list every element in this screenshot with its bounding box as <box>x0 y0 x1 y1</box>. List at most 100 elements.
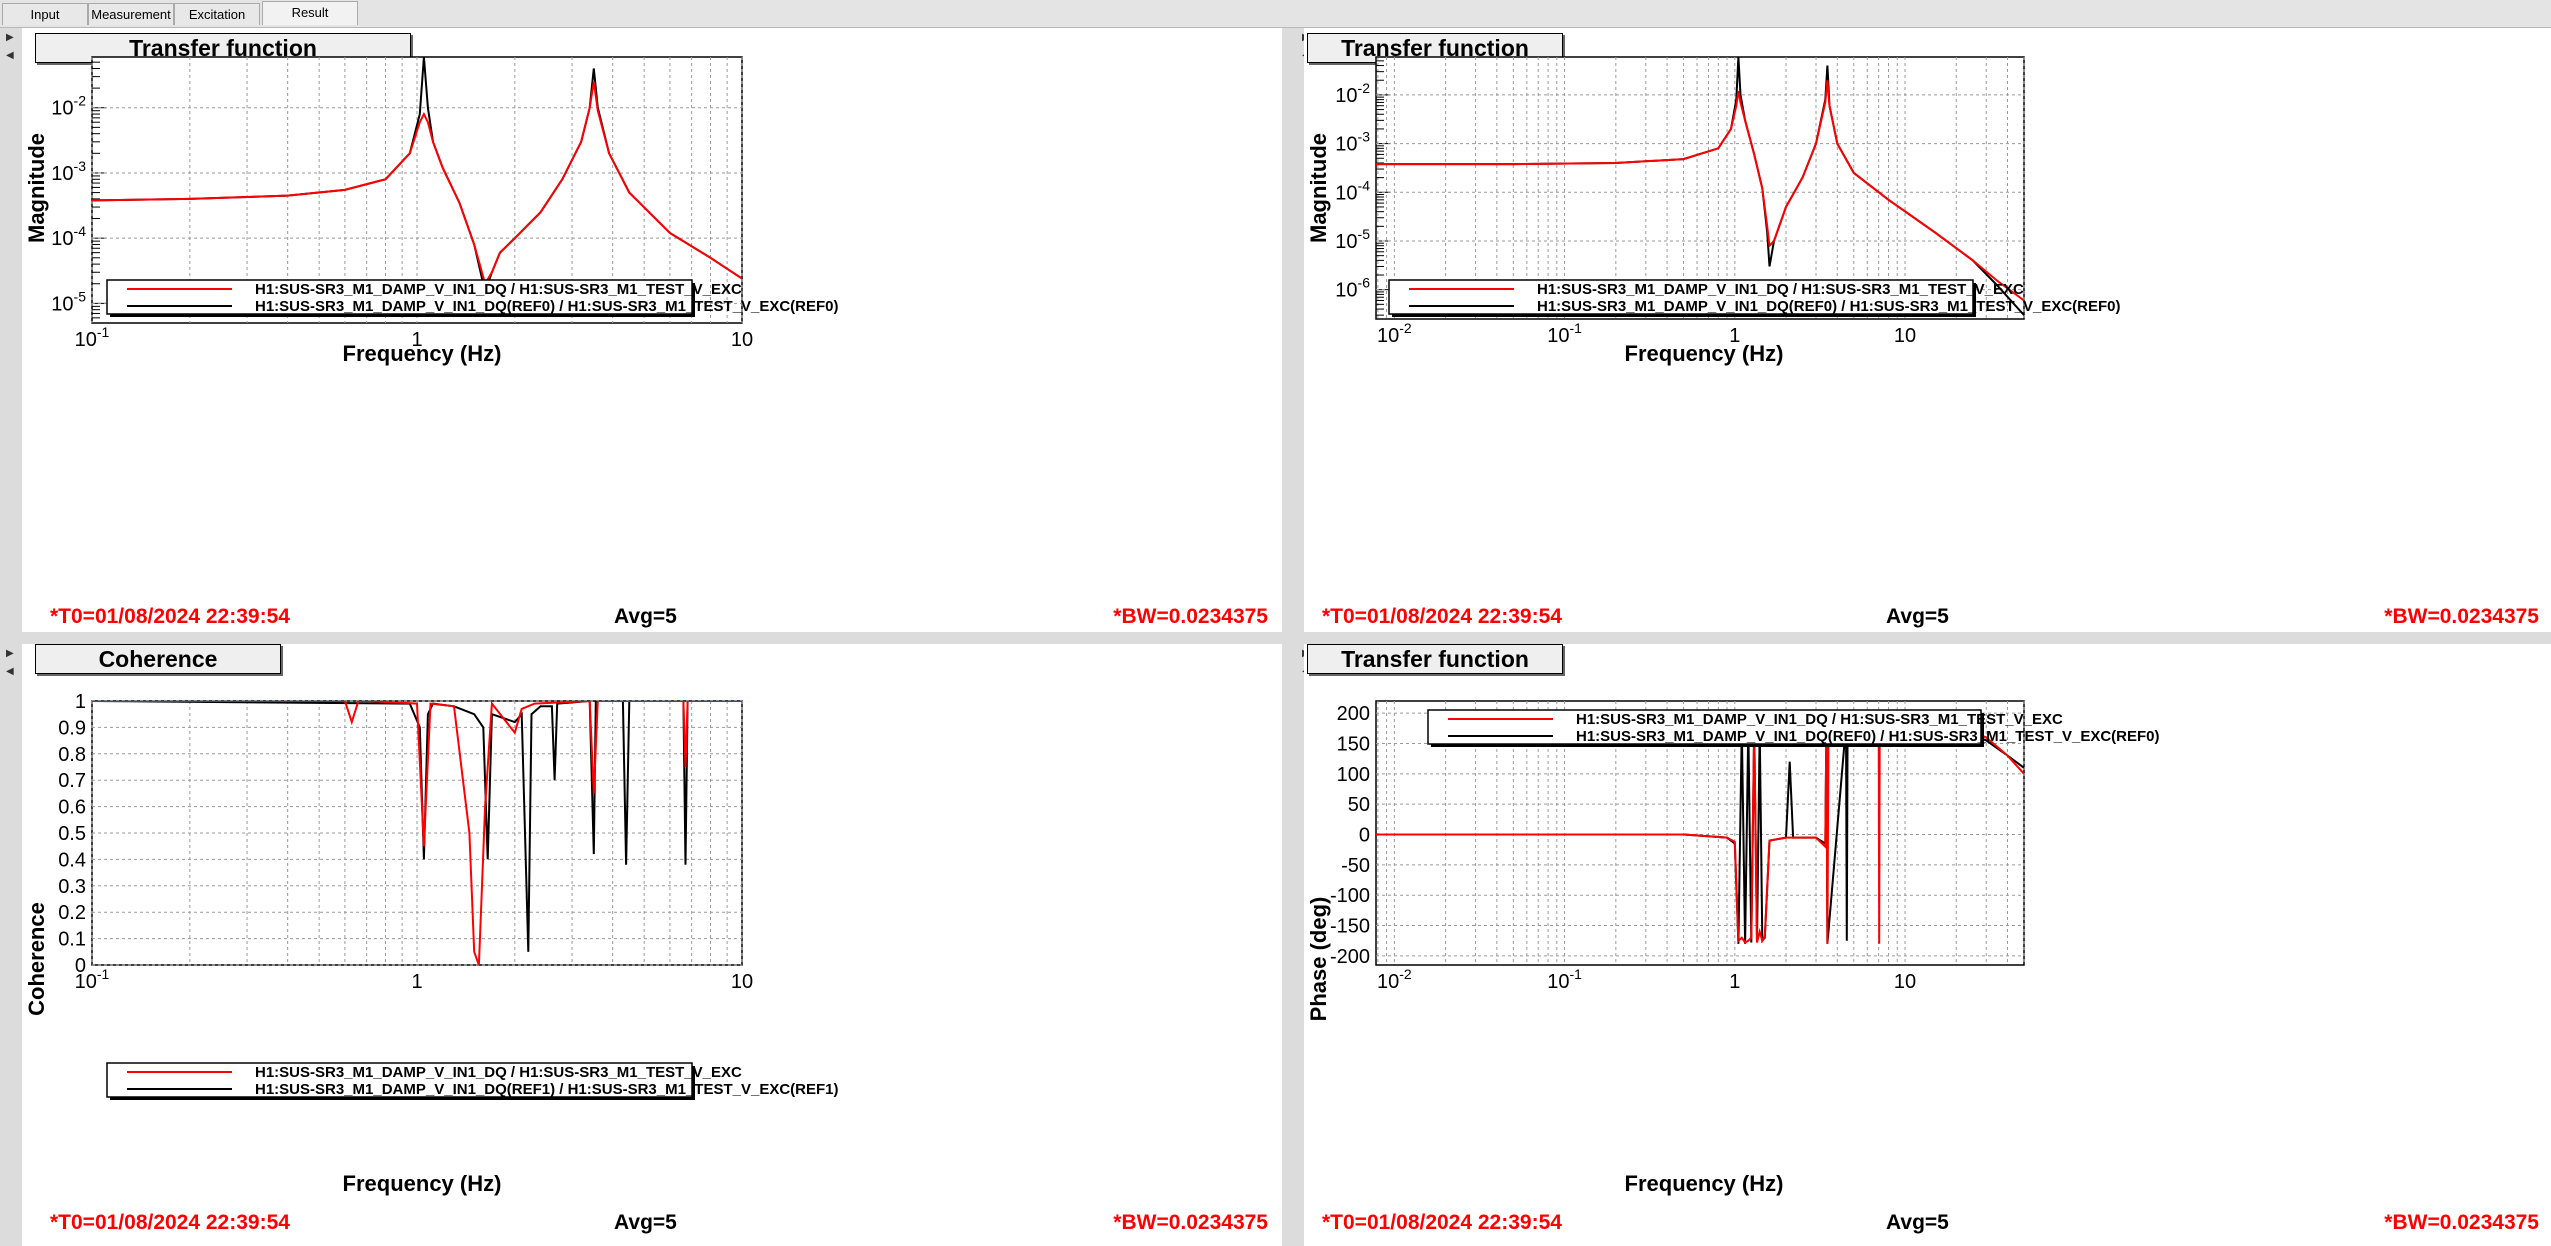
y-tick-label: 10-6 <box>1335 275 1370 302</box>
panel-title: Coherence <box>35 644 281 674</box>
y-tick-label: 150 <box>1337 733 1370 755</box>
y-tick-label: 10-4 <box>1335 177 1370 204</box>
x-tick-label: 10 <box>731 971 753 993</box>
y-tick-label: 10-4 <box>51 223 86 250</box>
y-tick-label: 0.3 <box>58 876 86 898</box>
x-tick-label: 10-1 <box>75 324 110 351</box>
left-gutter-bottom: ▶ ◀ <box>0 644 22 1246</box>
y-tick-label: -100 <box>1330 885 1370 907</box>
tab-measurement[interactable]: Measurement <box>88 3 174 25</box>
series-line-live <box>1376 80 2024 302</box>
y-tick-label: 50 <box>1348 794 1370 816</box>
legend-entry: H1:SUS-SR3_M1_DAMP_V_IN1_DQ / H1:SUS-SR3… <box>1537 281 2024 298</box>
tab-bar: Input Measurement Excitation Result <box>0 0 2551 28</box>
x-tick-label: 1 <box>1729 325 1740 347</box>
status-bw: *BW=0.0234375 <box>2384 605 2539 628</box>
y-tick-label: 0.1 <box>58 929 86 951</box>
y-tick-label: 10-5 <box>1335 226 1370 253</box>
y-tick-label: -50 <box>1341 855 1370 877</box>
x-tick-label: 10-1 <box>1547 320 1582 347</box>
expand-left-icon[interactable]: ◀ <box>6 666 14 677</box>
x-tick-label: 10-2 <box>1377 320 1412 347</box>
grid <box>1376 56 2025 319</box>
legend-entry: H1:SUS-SR3_M1_DAMP_V_IN1_DQ(REF0) / H1:S… <box>255 298 839 315</box>
x-axis-label: Frequency (Hz) <box>343 1171 502 1196</box>
status-t0: *T0=01/08/2024 22:39:54 <box>1322 605 1562 628</box>
y-tick-label: -150 <box>1330 916 1370 938</box>
x-axis-label: Frequency (Hz) <box>343 341 502 366</box>
y-tick-label: 200 <box>1337 703 1370 725</box>
status-avg: Avg=5 <box>614 605 677 628</box>
x-tick-label: 1 <box>411 971 422 993</box>
legend[interactable]: H1:SUS-SR3_M1_DAMP_V_IN1_DQ / H1:SUS-SR3… <box>1427 709 2160 747</box>
phase-chart[interactable]: 10-2 10-1 1 10 -200 -150 -100 -50 0 50 100 150 200 Fr… <box>1304 644 2551 1246</box>
panel-top-right: Transfer function 10-2 10-1 1 10 10-6 10-5 10-… <box>1304 28 2551 632</box>
panel-bottom-left: Coherence 10-1 1 10 0 0.1 0.2 0.3 0.4 0.5 0.6 0.7 0… <box>22 644 1282 1246</box>
y-tick-label: 0.8 <box>58 744 86 766</box>
panel-bottom-right: Transfer function 10-2 10-1 1 10 -200 -150 -10… <box>1304 644 2551 1246</box>
y-tick-label: 100 <box>1337 764 1370 786</box>
legend-entry: H1:SUS-SR3_M1_DAMP_V_IN1_DQ / H1:SUS-SR3… <box>1576 711 2063 728</box>
y-tick-label: 0 <box>1359 825 1370 847</box>
legend-entry: H1:SUS-SR3_M1_DAMP_V_IN1_DQ(REF0) / H1:S… <box>1537 298 2121 315</box>
status-t0: *T0=01/08/2024 22:39:54 <box>50 1211 290 1234</box>
y-tick-label: 10-2 <box>51 93 86 120</box>
status-avg: Avg=5 <box>614 1211 677 1234</box>
legend[interactable]: H1:SUS-SR3_M1_DAMP_V_IN1_DQ / H1:SUS-SR3… <box>106 1062 839 1100</box>
series-line-live <box>92 81 742 287</box>
status-avg: Avg=5 <box>1886 1211 1949 1234</box>
panel-top-left: Transfer function 10-1 1 10 10-5 10-4 10-3 10-… <box>22 28 1282 632</box>
status-t0: *T0=01/08/2024 22:39:54 <box>1322 1211 1562 1234</box>
legend[interactable]: H1:SUS-SR3_M1_DAMP_V_IN1_DQ / H1:SUS-SR3… <box>106 279 839 317</box>
y-tick-label: 10-3 <box>51 158 86 185</box>
series-line-ref <box>92 701 742 952</box>
panel-title: Transfer function <box>1307 644 1563 674</box>
magnitude-chart[interactable]: 10-1 1 10 10-5 10-4 10-3 10-2 Frequency (Hz) Mag… <box>22 28 1282 632</box>
coherence-chart[interactable]: 10-1 1 1000.10.20.30.40.50.60.70.80.91Freq… <box>22 644 1282 1246</box>
y-tick-label: 10-2 <box>1335 80 1370 107</box>
legend-entry: H1:SUS-SR3_M1_DAMP_V_IN1_DQ(REF0) / H1:S… <box>1576 728 2160 745</box>
grid <box>91 56 743 323</box>
y-axis-label: Magnitude <box>1306 133 1331 243</box>
y-tick-label: 0.7 <box>58 770 86 792</box>
tab-result[interactable]: Result <box>262 1 358 25</box>
series-line-live <box>92 701 742 965</box>
y-axis-label: Magnitude <box>24 133 49 243</box>
x-tick-label: 1 <box>1729 971 1740 993</box>
x-axis-label: Frequency (Hz) <box>1625 1171 1784 1196</box>
y-tick-label: 0.2 <box>58 902 86 924</box>
legend-entry: H1:SUS-SR3_M1_DAMP_V_IN1_DQ / H1:SUS-SR3… <box>255 281 742 298</box>
legend-entry: H1:SUS-SR3_M1_DAMP_V_IN1_DQ / H1:SUS-SR3… <box>255 1064 742 1081</box>
magnitude-chart[interactable]: 10-2 10-1 1 10 10-6 10-5 10-4 10-3 10-2 Frequency… <box>1304 28 2551 632</box>
x-tick-label: 10 <box>731 329 753 351</box>
x-tick-label: 10-1 <box>1547 966 1582 993</box>
y-tick-label: 0.9 <box>58 717 86 739</box>
tab-input[interactable]: Input <box>2 3 88 25</box>
y-tick-label: 0 <box>75 955 86 977</box>
status-t0: *T0=01/08/2024 22:39:54 <box>50 605 290 628</box>
y-tick-label: 10-5 <box>51 288 86 315</box>
y-axis-label: Coherence <box>24 902 49 1016</box>
left-gutter-top: ▶ ◀ <box>0 28 22 632</box>
x-axis-label: Frequency (Hz) <box>1625 341 1784 366</box>
legend[interactable]: H1:SUS-SR3_M1_DAMP_V_IN1_DQ / H1:SUS-SR3… <box>1388 279 2121 317</box>
x-tick-label: 10-2 <box>1377 966 1412 993</box>
tab-excitation[interactable]: Excitation <box>174 3 260 25</box>
expand-left-icon[interactable]: ◀ <box>6 50 14 61</box>
x-tick-label: 10 <box>1894 971 1916 993</box>
y-tick-label: -200 <box>1330 946 1370 968</box>
expand-right-icon[interactable]: ▶ <box>6 32 14 43</box>
x-tick-label: 10 <box>1894 325 1916 347</box>
x-tick-label: 1 <box>411 329 422 351</box>
status-bw: *BW=0.0234375 <box>1113 605 1268 628</box>
plot-area <box>1375 56 2025 320</box>
status-bw: *BW=0.0234375 <box>1113 1211 1268 1234</box>
expand-right-icon[interactable]: ▶ <box>6 648 14 659</box>
status-avg: Avg=5 <box>1886 605 1949 628</box>
legend-entry: H1:SUS-SR3_M1_DAMP_V_IN1_DQ(REF1) / H1:S… <box>255 1081 839 1098</box>
y-tick-label: 1 <box>75 691 86 713</box>
y-tick-label: 10-3 <box>1335 129 1370 156</box>
status-bw: *BW=0.0234375 <box>2384 1211 2539 1234</box>
y-tick-label: 0.5 <box>58 823 86 845</box>
y-axis-label: Phase (deg) <box>1306 897 1331 1022</box>
